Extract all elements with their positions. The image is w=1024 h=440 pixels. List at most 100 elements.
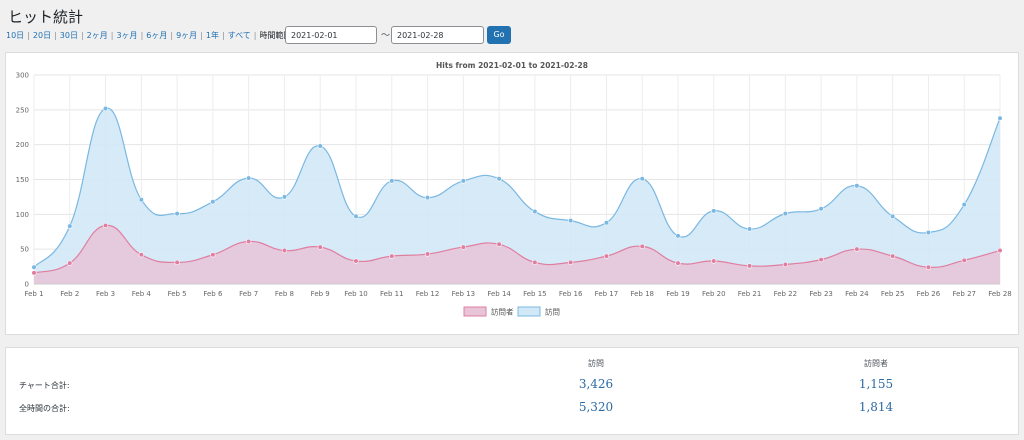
data-point [31,264,37,270]
data-point [532,259,538,266]
legend-label: 訪問者 [491,307,514,317]
data-point [997,115,1003,121]
data-point [818,257,824,263]
chart-panel: Hits from 2021-02-01 to 2021-02-28 0 50 10… [5,52,1019,335]
range-link-2m[interactable]: 2ヶ月 [86,30,108,40]
data-point [746,263,753,269]
x-tick-label: Feb 11 [380,290,404,298]
x-tick-label: Feb 1 [24,290,43,298]
range-link-all[interactable]: すべて [227,30,251,40]
data-point [353,213,359,220]
data-point [639,176,645,182]
separator: | [27,30,30,40]
x-tick-label: Feb 14 [487,290,511,298]
x-tick-label: Feb 12 [416,290,440,298]
data-point [317,143,323,149]
x-tick-label: Feb 24 [845,290,869,298]
x-tick-label: Feb 27 [952,290,976,298]
data-point [174,259,180,266]
series-area [34,108,1000,284]
chart-title: Hits from 2021-02-01 to 2021-02-28 [436,61,588,70]
separator: | [253,30,257,40]
data-point [460,178,466,184]
all-time-total-visitors: 1,814 [858,400,894,414]
x-tick-label: Feb 6 [203,290,223,298]
x-tick-label: Feb 9 [311,290,330,298]
data-point [496,176,502,182]
chart-total-visits: 3,426 [578,377,614,391]
data-point [854,246,860,252]
go-button[interactable]: Go [487,26,511,44]
data-point [746,226,753,232]
x-tick-label: Feb 13 [452,290,476,298]
range-link-9m[interactable]: 9ヶ月 [176,30,198,40]
range-link-30d[interactable]: 30日 [59,30,78,40]
data-point [890,253,896,259]
data-point [675,233,681,239]
all-time-total-label: 全時間の合計: [19,404,70,413]
date-from-input[interactable] [285,26,377,44]
x-tick-label: Feb 19 [666,290,690,298]
data-point [925,229,932,236]
data-point [711,258,717,264]
data-point [711,208,717,214]
chart-total-label: チャート合計: [19,381,70,390]
all-time-total-visits: 5,320 [578,400,614,414]
range-links: 10日 | 20日 | 30日 | 2ヶ月 | 3ヶ月 | 6ヶ月 | 9ヶ月 | 1年 | す… [6,26,294,44]
range-link-1y[interactable]: 1年 [205,30,219,40]
date-to-input[interactable] [391,26,484,44]
data-point [138,197,144,203]
separator: | [221,30,225,40]
legend-swatch [517,306,541,317]
data-point [353,258,359,264]
data-point [67,223,73,229]
x-tick-label: Feb 16 [559,290,583,298]
y-tick-label: 50 [20,246,29,254]
data-point [424,195,431,201]
data-point [246,175,252,181]
hits-chart: Hits from 2021-02-01 to 2021-02-28 0 50 10… [16,61,1012,317]
separator: | [170,30,174,40]
x-tick-label: Feb 2 [60,290,79,298]
x-tick-label: Feb 7 [239,290,258,298]
tilde-separator: ～ [381,31,391,41]
totals-header-visits: 訪問 [588,359,604,368]
y-tick-label: 200 [16,141,29,149]
y-tick-label: 100 [16,211,29,219]
data-point [854,183,860,189]
x-tick-label: Feb 20 [702,290,726,298]
chart-total-visitors: 1,155 [858,377,894,391]
data-point [31,270,37,276]
data-point [281,194,288,200]
x-tick-label: Feb 22 [774,290,798,298]
data-point [568,259,574,266]
separator: | [80,30,84,40]
x-tick-label: Feb 4 [132,290,152,298]
y-tick-label: 0 [25,281,29,289]
separator: | [54,30,57,40]
x-tick-label: Feb 15 [523,290,547,298]
x-tick-label: Feb 3 [96,290,115,298]
legend-swatch [463,306,487,317]
data-point [961,201,967,208]
data-point [961,257,967,263]
range-link-20d[interactable]: 20日 [32,30,52,40]
data-point [997,247,1003,254]
range-link-3m[interactable]: 3ヶ月 [116,30,138,40]
data-point [246,238,252,245]
x-tick-label: Feb 18 [630,290,654,298]
x-tick-label: Feb 10 [344,290,368,298]
data-point [675,260,681,266]
totals-header-visitors: 訪問者 [864,359,888,368]
data-point [818,206,824,212]
data-point [496,241,502,247]
data-point [281,247,288,254]
data-point [210,252,216,258]
data-point [603,220,610,226]
x-tick-label: Feb 17 [595,290,619,298]
range-link-6m[interactable]: 6ヶ月 [146,30,168,40]
range-link-10d[interactable]: 10日 [6,30,25,40]
data-point [138,252,144,258]
data-point [782,261,788,268]
x-tick-label: Feb 5 [168,290,187,298]
